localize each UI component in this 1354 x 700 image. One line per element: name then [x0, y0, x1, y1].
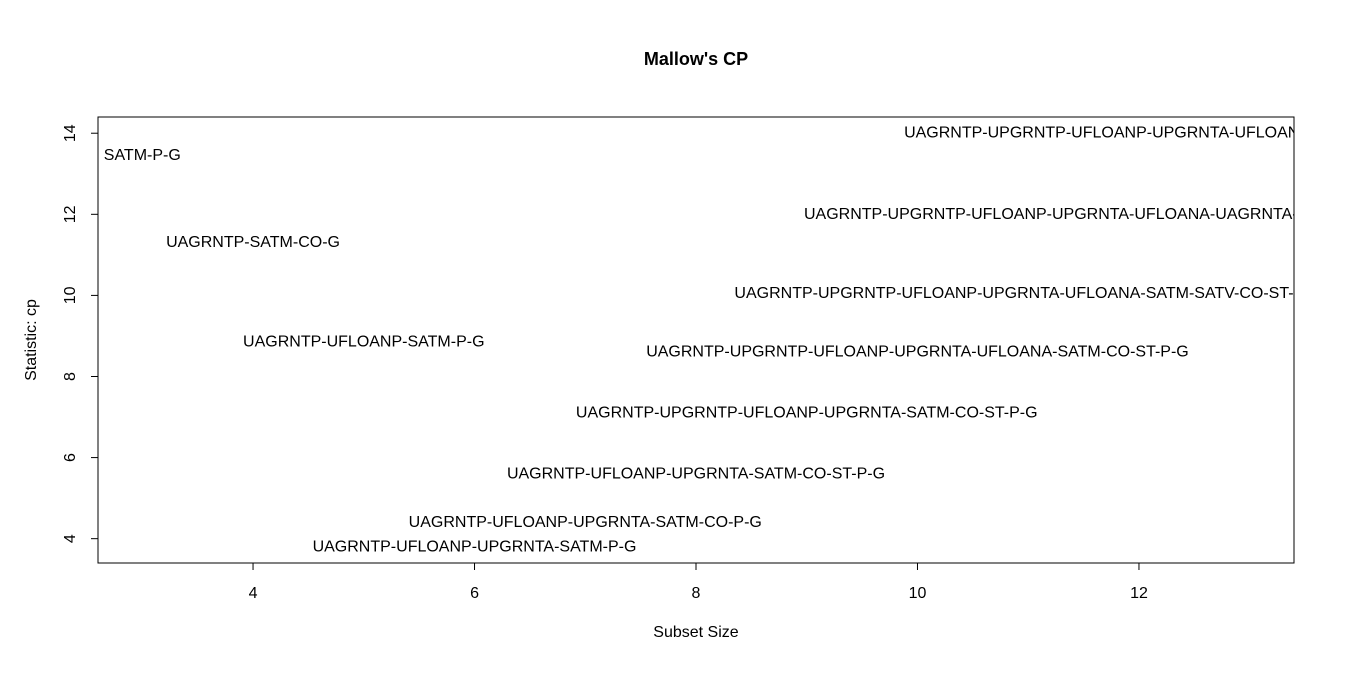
point-label: UAGRNTP-UPGRNTP-UFLOANP-UPGRNTA-SATM-CO-… — [576, 404, 1038, 421]
point-label: UAGRNTP-SATM-CO-G — [166, 234, 340, 251]
x-axis: 4 6 8 10 12 — [249, 562, 1148, 602]
point-labels: SATM-P-G UAGRNTP-SATM-CO-G UAGRNTP-UFLOANP… — [104, 125, 1354, 556]
y-tick-label: 6 — [62, 453, 79, 462]
y-axis: 4 6 8 10 12 14 — [62, 124, 99, 543]
y-tick-label: 14 — [62, 124, 79, 142]
y-axis-label: Statistic: cp — [23, 299, 40, 381]
x-tick-label: 10 — [909, 585, 927, 602]
chart-title: Mallow's CP — [644, 49, 748, 69]
y-tick-label: 12 — [62, 205, 79, 223]
x-tick-label: 4 — [249, 585, 258, 602]
point-label: UAGRNTP-UPGRNTP-UFLOANP-UPGRNTA-UFLOANA-… — [734, 285, 1322, 302]
point-label: SATM-P-G — [104, 147, 181, 164]
point-label: UAGRNTP-UPGRNTP-UFLOANP-UPGRNTA-UFLOANA-… — [904, 125, 1354, 142]
x-tick-label: 6 — [470, 585, 479, 602]
y-tick-label: 4 — [62, 534, 79, 543]
point-label: UAGRNTP-UPGRNTP-UFLOANP-UPGRNTA-UFLOANA-… — [804, 206, 1354, 223]
x-tick-label: 8 — [692, 585, 701, 602]
point-label: UAGRNTP-UFLOANP-UPGRNTA-SATM-CO-P-G — [409, 514, 762, 531]
x-axis-label: Subset Size — [653, 624, 738, 641]
y-tick-label: 10 — [62, 286, 79, 304]
x-tick-label: 12 — [1130, 585, 1148, 602]
point-label: UAGRNTP-UPGRNTP-UFLOANP-UPGRNTA-UFLOANA-… — [646, 344, 1189, 361]
y-tick-label: 8 — [62, 372, 79, 381]
point-label: UAGRNTP-UFLOANP-SATM-P-G — [243, 334, 484, 351]
point-label: UAGRNTP-UFLOANP-UPGRNTA-SATM-P-G — [313, 538, 637, 555]
point-label: UAGRNTP-UFLOANP-UPGRNTA-SATM-CO-ST-P-G — [507, 465, 885, 482]
